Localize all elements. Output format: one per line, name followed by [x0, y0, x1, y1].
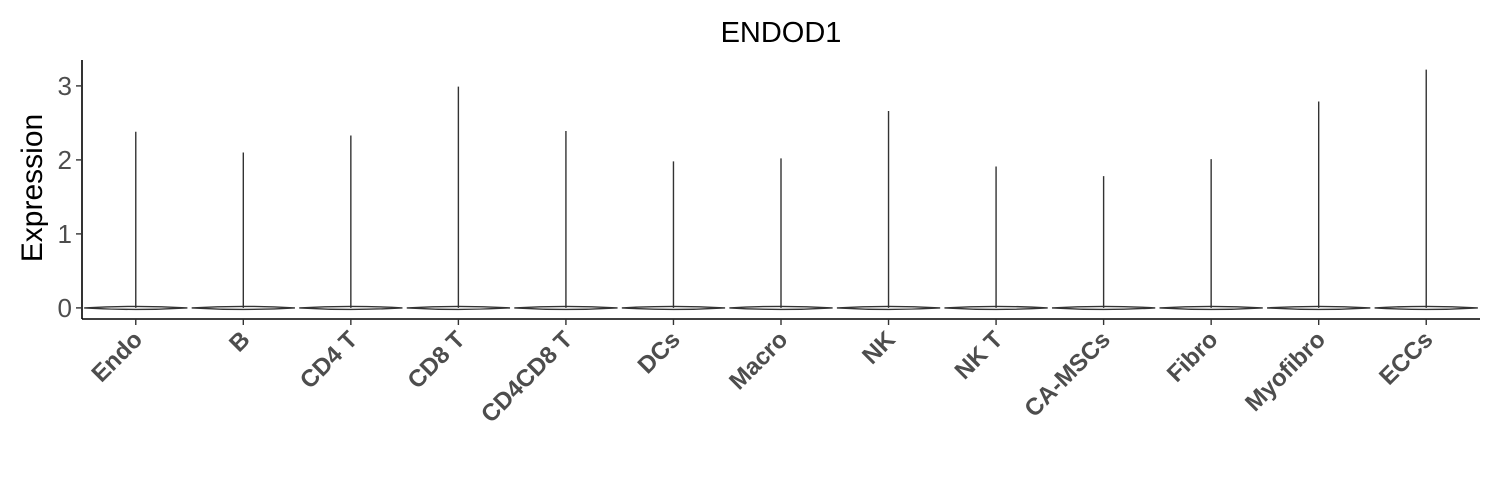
y-ticks: 0 1 2 3 [58, 71, 82, 323]
violin-ca-mscs [1051, 176, 1156, 311]
x-tick-label: NK [857, 326, 901, 370]
y-tick-label: 3 [58, 71, 72, 101]
violin-nk [836, 111, 941, 311]
x-tick-label: Macro [724, 326, 793, 395]
violin-myofibro [1267, 101, 1371, 311]
x-tick-label: CA-MSCs [1019, 326, 1115, 422]
y-tick-label: 2 [58, 145, 72, 175]
violin-cd4-t [299, 135, 403, 311]
violin-cd4cd8-t [514, 131, 618, 311]
x-tick-label: Myofibro [1240, 326, 1331, 417]
x-tick-label: B [224, 326, 255, 357]
x-tick-label: CD4 T [295, 326, 363, 394]
x-tick-label: ECCs [1374, 326, 1438, 390]
violin-dcs [621, 161, 726, 311]
y-tick-label: 1 [58, 219, 72, 249]
violin-macro [729, 158, 833, 311]
y-tick-label: 0 [58, 293, 72, 323]
violin-fibro [1159, 159, 1263, 311]
violin-endo [84, 131, 188, 311]
violin-cd8-t [406, 86, 511, 311]
x-tick-label: Fibro [1162, 326, 1224, 388]
y-axis-label: Expression [16, 114, 49, 262]
violin-nk-t [944, 166, 1048, 311]
x-tick-label: CD8 T [403, 326, 471, 394]
violin-eccs [1374, 69, 1478, 311]
violins [84, 69, 1478, 311]
x-tick-label: DCs [633, 326, 686, 379]
chart-title: ENDOD1 [721, 17, 842, 49]
violin-b [191, 152, 295, 311]
x-tick-label: Endo [86, 326, 148, 388]
x-tick-label: NK T [950, 326, 1009, 385]
x-tick-label: CD4CD8 T [476, 326, 578, 428]
x-ticks: Endo B CD4 T CD8 T CD4CD8 T DCs Macro NK NK T CA-… [86, 319, 1438, 428]
